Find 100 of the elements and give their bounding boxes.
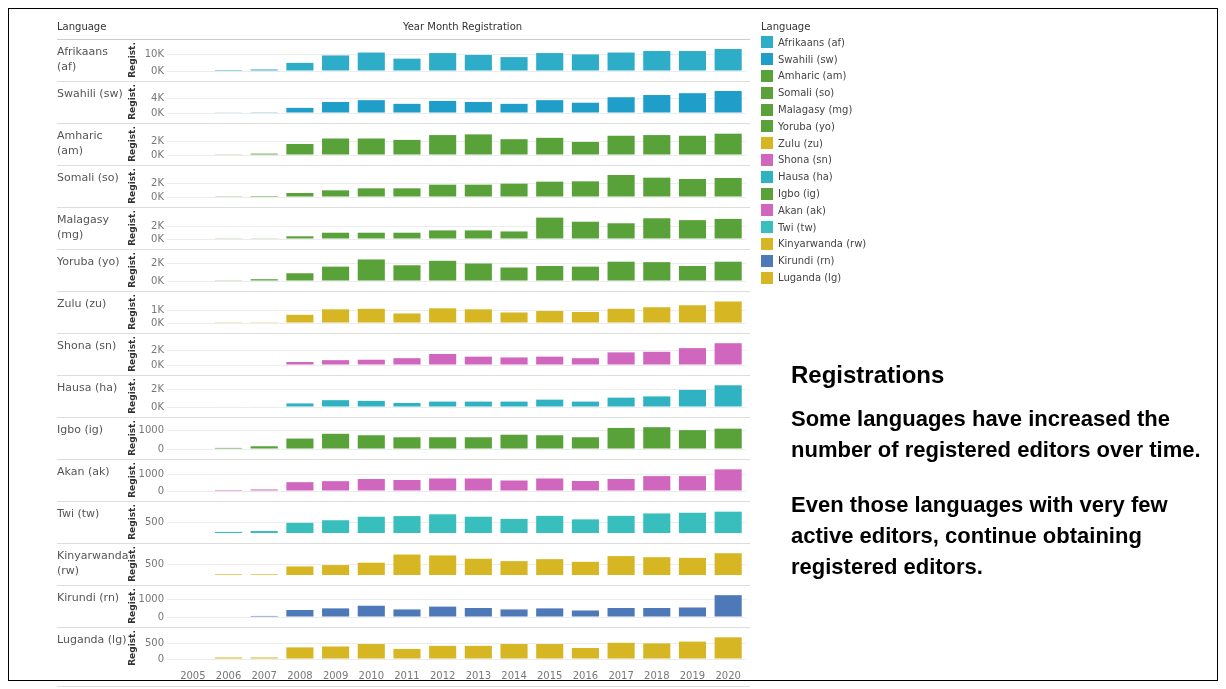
bar <box>607 261 635 281</box>
bar <box>357 359 385 365</box>
bar <box>643 135 671 155</box>
bar <box>714 301 742 323</box>
x-tick-label: 2020 <box>715 669 741 681</box>
y-tick-label: 2K <box>151 343 165 355</box>
y-tick-label: 0K <box>151 64 165 76</box>
bar <box>500 480 528 491</box>
y-tick-label: 500 <box>144 515 164 527</box>
bar <box>536 53 564 71</box>
bar <box>714 218 742 239</box>
bar <box>286 193 314 197</box>
bar <box>643 427 671 449</box>
bar <box>286 609 314 617</box>
x-tick-label: 2012 <box>429 669 456 681</box>
chart-title: Kirundi (rn) <box>57 590 121 606</box>
bar <box>571 561 599 575</box>
bar <box>643 95 671 113</box>
bar <box>429 100 457 113</box>
text: Even those languages with very few active editors, continue obtaining registered editors. <box>791 491 1169 581</box>
bar <box>286 273 314 281</box>
bar <box>536 100 564 113</box>
bar <box>714 511 742 533</box>
x-tick-label: 2005 <box>180 669 206 681</box>
bar <box>571 312 599 323</box>
bar <box>393 188 421 197</box>
bar <box>571 181 599 197</box>
bar <box>429 135 457 155</box>
x-tick-label: 2019 <box>679 669 706 681</box>
bar <box>643 476 671 491</box>
bar <box>607 478 635 491</box>
text: Swahili (sw) <box>778 53 838 65</box>
bar <box>536 399 564 407</box>
y-axis-title: Regist. <box>126 588 137 624</box>
bar <box>357 308 385 323</box>
text: Igbo (ig) <box>778 188 820 200</box>
chart-title: Swahili (sw) <box>57 86 124 102</box>
bar <box>536 515 564 533</box>
bar <box>500 518 528 533</box>
text: Akan (ak) <box>57 464 111 480</box>
bar <box>571 610 599 617</box>
bar <box>678 305 707 323</box>
y-tick-label: 0K <box>151 148 165 160</box>
bar <box>571 358 599 365</box>
bar <box>536 137 564 155</box>
y-tick-label: 10K <box>144 47 165 59</box>
bar <box>714 595 742 617</box>
bar <box>678 93 707 113</box>
bar <box>500 312 528 323</box>
bar <box>714 91 742 113</box>
bar <box>607 642 635 659</box>
y-axis-title: Regist. <box>126 462 137 498</box>
y-tick-label: 0 <box>157 652 164 664</box>
bar <box>643 51 671 71</box>
y-tick-label: 2K <box>151 220 165 232</box>
bar <box>322 481 350 491</box>
bar <box>678 266 707 281</box>
bar <box>500 401 528 407</box>
bar <box>250 446 278 449</box>
y-tick-label: 2K <box>151 177 165 189</box>
bar <box>464 102 492 113</box>
chart-title: Somali (so) <box>57 170 120 186</box>
bar <box>607 556 635 575</box>
bar <box>643 218 671 239</box>
bar <box>500 231 528 239</box>
text: Somali (so) <box>778 87 835 99</box>
bar <box>500 57 528 71</box>
y-tick-label: 1000 <box>138 467 164 479</box>
chart-title: Luganda (lg) <box>57 632 127 648</box>
bar <box>286 482 314 491</box>
bar <box>357 52 385 71</box>
bar <box>643 557 671 575</box>
x-tick-label: 2007 <box>251 669 277 681</box>
x-tick-label: 2008 <box>287 669 313 681</box>
bar <box>286 236 314 239</box>
bar <box>464 608 492 617</box>
bar <box>286 361 314 365</box>
bar <box>464 558 492 575</box>
text: Zulu (zu) <box>57 296 108 312</box>
y-tick-label: 1000 <box>138 592 164 604</box>
y-axis-title: Regist. <box>126 294 137 330</box>
y-tick-label: 0 <box>157 442 164 454</box>
bar <box>429 606 457 617</box>
bar <box>714 343 742 365</box>
y-tick-label: 0K <box>151 358 165 370</box>
bar <box>607 308 635 323</box>
y-axis-title: Regist. <box>126 378 137 414</box>
bar <box>536 478 564 491</box>
bar <box>357 644 385 659</box>
bar <box>393 516 421 533</box>
bar <box>429 478 457 491</box>
bar <box>393 358 421 365</box>
bar <box>500 183 528 197</box>
bar <box>286 522 314 533</box>
y-tick-label: 0K <box>151 274 165 286</box>
bar <box>357 478 385 491</box>
bar <box>357 100 385 113</box>
y-tick-label: 2K <box>151 134 165 146</box>
y-tick-label: 2K <box>151 382 165 394</box>
text: Akan (ak) <box>778 204 826 216</box>
